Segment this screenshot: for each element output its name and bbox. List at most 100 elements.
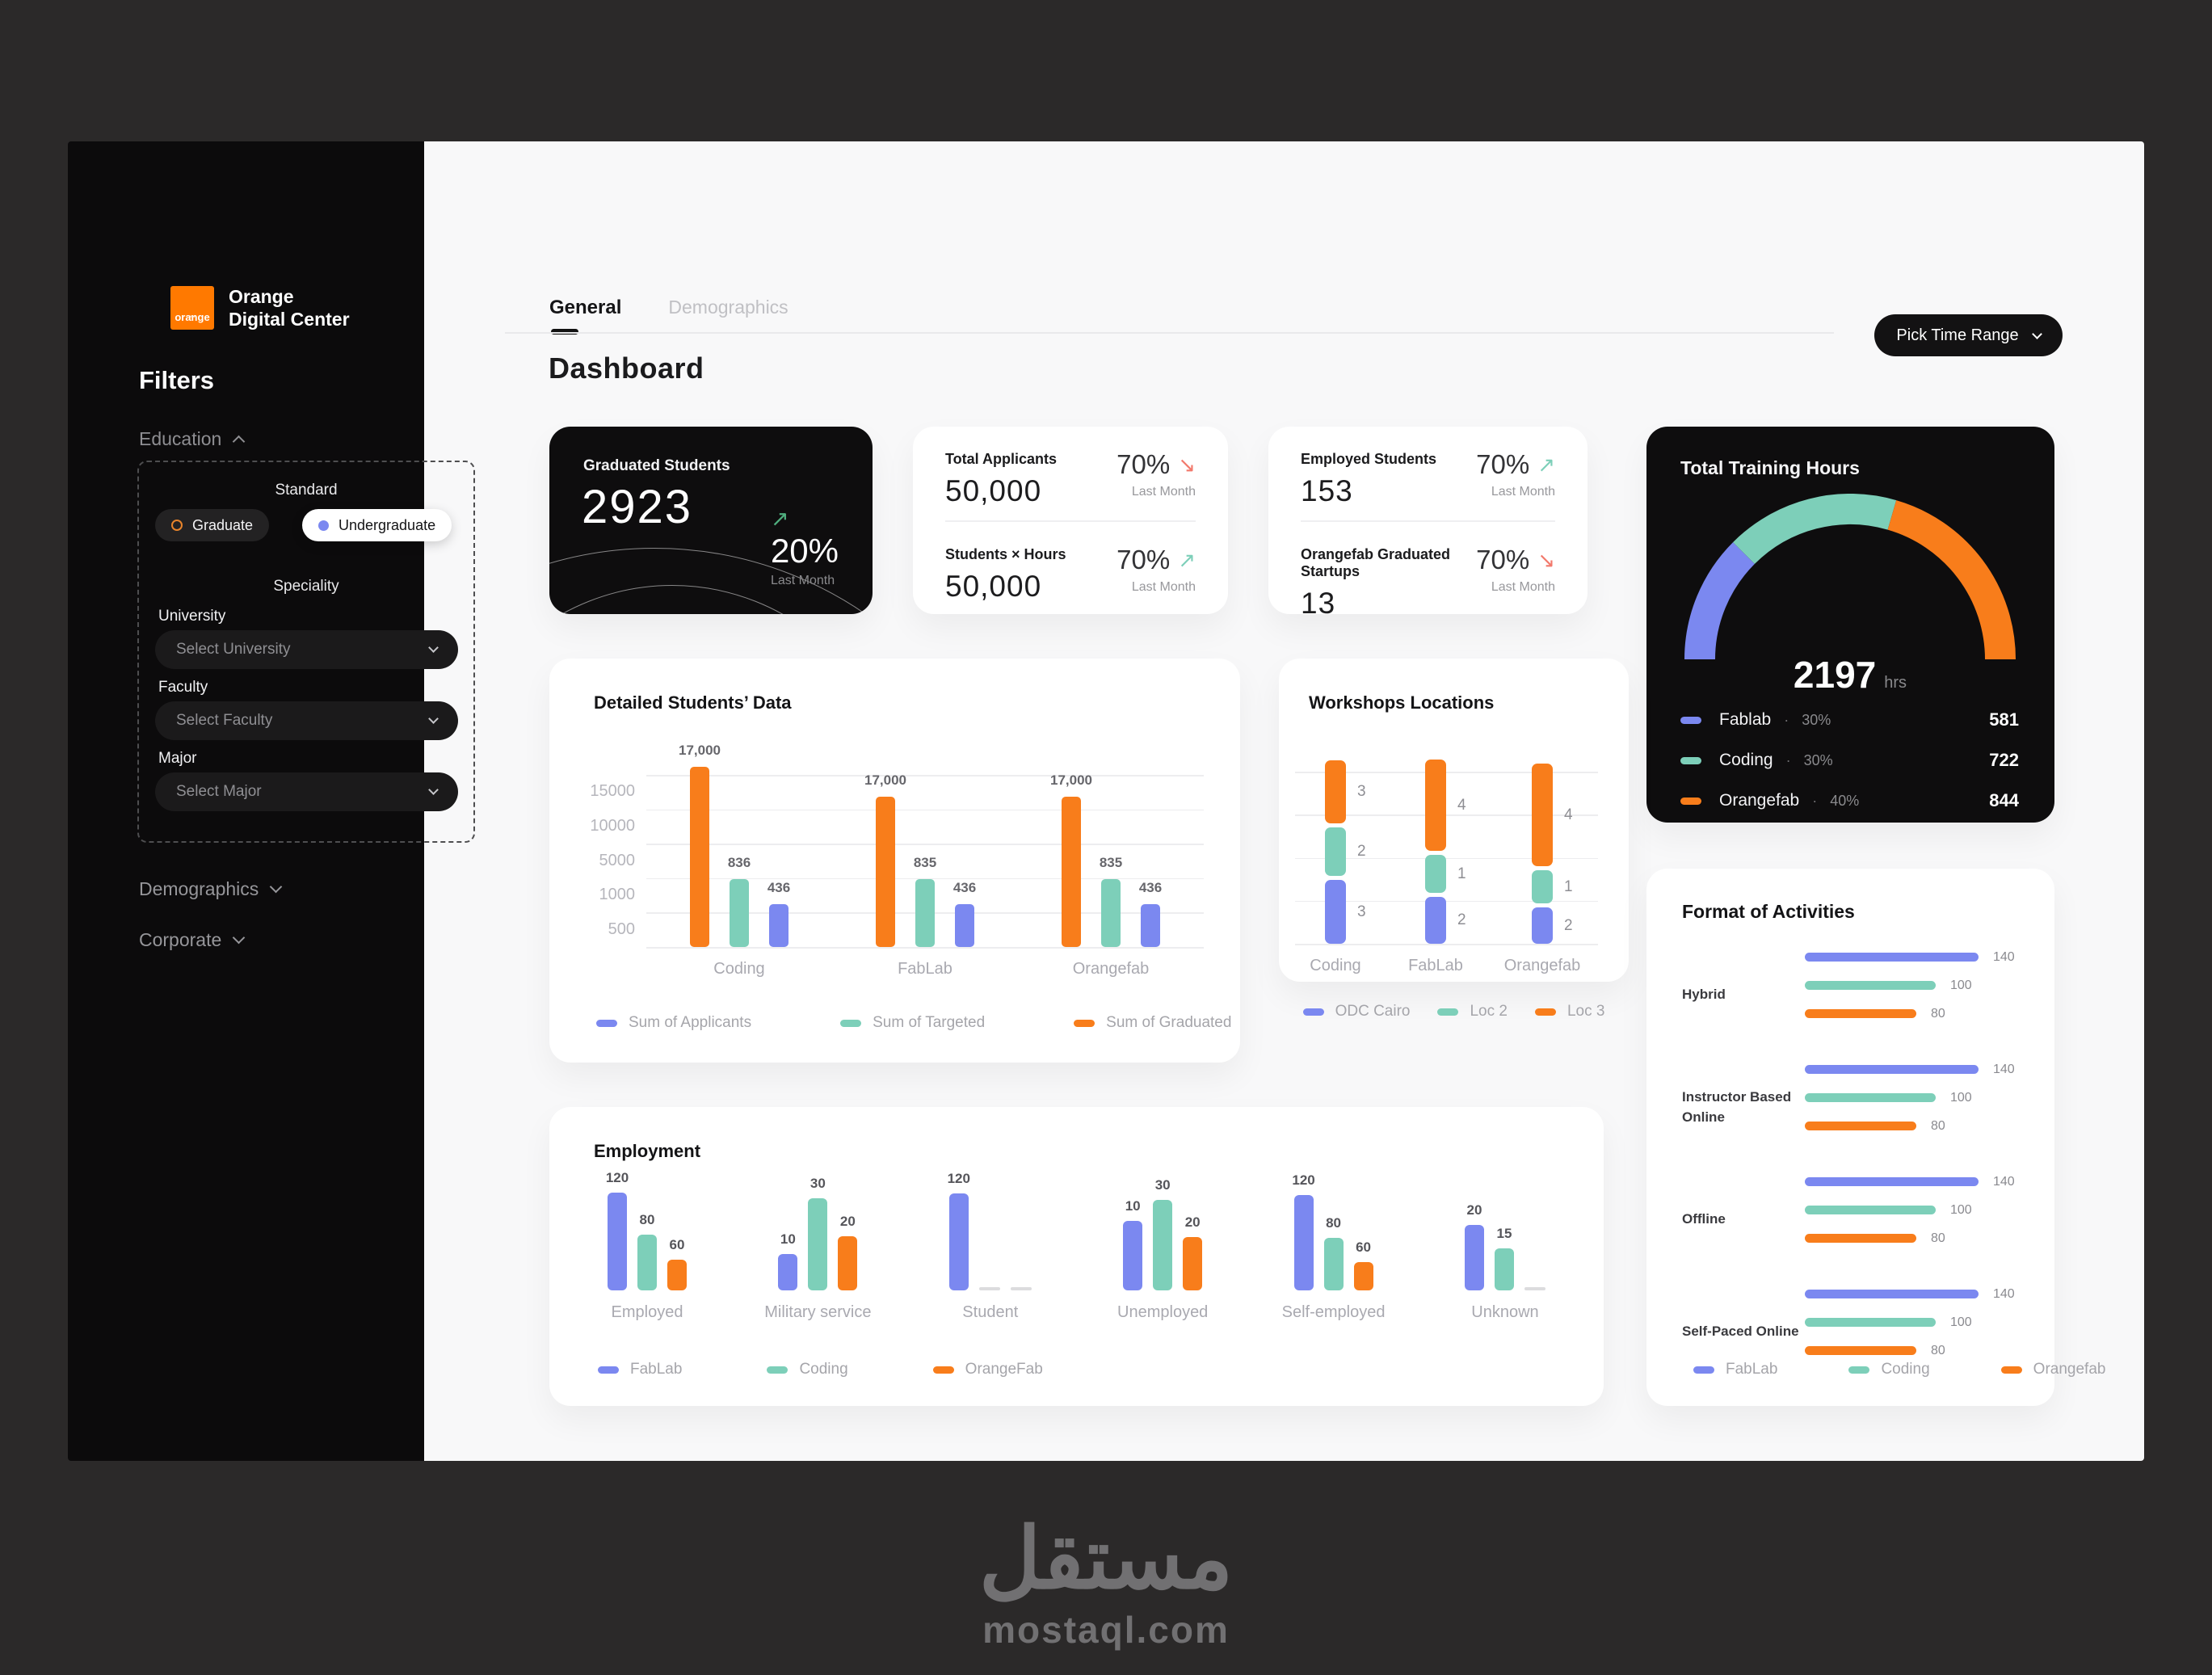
employment-group-unemployed: 10 30 20 Unemployed <box>1117 1177 1208 1321</box>
bar-value-label: 80 <box>639 1212 655 1227</box>
trend-down-icon: ↘ <box>1178 452 1196 477</box>
gridline <box>646 877 1204 880</box>
bar-value-label: 20 <box>1184 1214 1201 1230</box>
legend-item-orangefab[interactable]: OrangeFab <box>932 1361 1043 1378</box>
orangefab-bar-unemployed: 20 <box>1183 1214 1203 1290</box>
workshops-legend: ODC Cairo Loc 2 Loc 3 <box>1279 1003 1629 1021</box>
format-bar-line: 140 <box>1805 1063 2030 1076</box>
workshops-locations-card: Workshops Locations 3 2 3 Coding 2 1 4 FabLab 2 1… <box>1279 659 1629 982</box>
bar-value-label: 60 <box>669 1237 685 1252</box>
stat-value: 50,000 <box>945 474 1042 507</box>
legend-item-sum-of-targeted[interactable]: Sum of Targeted <box>840 1014 985 1032</box>
main-content: General Demographics Pick Time Range Das… <box>424 141 2144 1461</box>
gridline <box>1295 814 1598 816</box>
bar-value-label: 100 <box>1950 1315 1972 1329</box>
legend-label: Coding <box>1719 751 1773 769</box>
orange-logo-icon: orange ™ <box>170 286 214 330</box>
legend-swatch-icon <box>1848 1366 1870 1374</box>
bar-value-label: 140 <box>1993 1286 2015 1301</box>
filter-option-undergraduate[interactable]: Undergraduate <box>302 509 452 541</box>
sidebar: orange ™ Orange Digital Center Filters Ed… <box>68 141 475 1461</box>
training-legend-row-orangefab[interactable]: Orangefab · 40% 844 <box>1680 781 2019 821</box>
pick-time-range-button[interactable]: Pick Time Range <box>1874 314 2063 356</box>
card-title: Format of Activities <box>1682 901 1855 922</box>
sidebar-section-corporate[interactable]: Corporate <box>139 929 246 951</box>
radio-unselected-icon <box>171 520 183 531</box>
employment-card: Employment 120 80 60 Employed 10 30 20 Military… <box>549 1107 1604 1406</box>
legend-item-loc-3[interactable]: Loc 3 <box>1534 1003 1604 1021</box>
fablab-bar-self-employed: 120 <box>1292 1172 1315 1290</box>
segment-value-label: 3 <box>1357 903 1366 920</box>
zero-bar-dash <box>1524 1287 1545 1290</box>
bar-cluster-fablab: 17,000 835 436 <box>864 772 976 947</box>
major-select[interactable]: Select Major <box>155 772 458 811</box>
format-row-offline: Offline 140 100 80 <box>1682 1174 2030 1262</box>
legend-item-fablab[interactable]: FabLab <box>598 1361 682 1378</box>
orangefab-bar-instructor-based-online <box>1805 1122 1916 1130</box>
y-tick-label: 10000 <box>590 816 635 835</box>
bar-value-label: 20 <box>1466 1202 1482 1218</box>
bar-value-label: 17,000 <box>679 743 721 758</box>
legend-item-sum-of-graduated[interactable]: Sum of Graduated <box>1074 1014 1231 1032</box>
employment-group-self-employed: 120 80 60 Self-employed <box>1282 1172 1386 1321</box>
training-legend-row-coding[interactable]: Coding · 30% 722 <box>1680 740 2019 781</box>
x-axis-label-self-employed: Self-employed <box>1281 1303 1386 1321</box>
format-row-label: Offline <box>1682 1211 1726 1227</box>
legend-label: Sum of Graduated <box>1106 1014 1232 1031</box>
loc-2-segment-fablab: 1 <box>1425 855 1466 893</box>
segment-value-label: 2 <box>1457 911 1466 928</box>
format-row-bars: 140 100 80 <box>1805 1286 2030 1374</box>
training-legend-row-fablab[interactable]: Fablab · 30% 581 <box>1680 700 2019 740</box>
stat-delta: 70% <box>1117 449 1171 479</box>
segment-value-label: 1 <box>1564 877 1573 895</box>
legend-item-orangefab[interactable]: Orangefab <box>2000 1361 2105 1378</box>
university-select[interactable]: Select University <box>155 630 458 669</box>
bar-cluster-orangefab: 17,000 835 436 <box>1050 772 1162 947</box>
format-row-label: Self-Paced Online <box>1682 1324 1799 1340</box>
chevron-down-icon <box>233 931 246 945</box>
bar-value-label: 140 <box>1993 1174 2015 1189</box>
trend-up-icon: ↗ <box>1178 547 1196 572</box>
sidebar-section-demographics[interactable]: Demographics <box>139 878 283 900</box>
orangefab-bar-hybrid <box>1805 1009 1916 1018</box>
legend-item-odc-cairo[interactable]: ODC Cairo <box>1302 1003 1411 1021</box>
chevron-down-icon <box>428 642 439 653</box>
legend-item-coding[interactable]: Coding <box>1848 1361 1930 1378</box>
x-axis-label-student: Student <box>962 1303 1019 1321</box>
sidebar-section-education[interactable]: Education <box>139 428 246 450</box>
legend-hours: 844 <box>1989 790 2019 810</box>
zero-bar-dash <box>1010 1287 1032 1290</box>
y-tick-label: 500 <box>608 920 635 938</box>
y-tick-label: 1000 <box>599 886 636 904</box>
coding-bar-offline <box>1805 1206 1936 1214</box>
workshops-locations-chart: 3 2 3 Coding 2 1 4 FabLab 2 1 4 Orangefab <box>1295 760 1598 974</box>
stat-delta: 70% <box>1476 545 1530 574</box>
odc-cairo-segment-coding: 3 <box>1325 880 1366 944</box>
education-filter-panel: Standard Graduate Undergraduate Speciali… <box>137 461 475 843</box>
trend-up-icon: ↗ <box>1537 452 1555 477</box>
trend-up-icon: ↗ <box>770 507 789 531</box>
legend-swatch-icon <box>1680 716 1701 724</box>
legend-swatch-icon <box>1437 1008 1459 1016</box>
legend-item-coding[interactable]: Coding <box>767 1361 848 1378</box>
legend-label: ODC Cairo <box>1335 1003 1411 1020</box>
format-row-bars: 140 100 80 <box>1805 1063 2030 1150</box>
format-bar-line: 80 <box>1805 1007 2030 1021</box>
bar-value-label: 80 <box>1326 1215 1342 1231</box>
legend-item-loc-2[interactable]: Loc 2 <box>1437 1003 1508 1021</box>
faculty-select[interactable]: Select Faculty <box>155 701 458 740</box>
loc-2-segment-coding: 2 <box>1325 827 1366 876</box>
tab-general[interactable]: General <box>549 297 622 335</box>
legend-item-sum-of-applicants[interactable]: Sum of Applicants <box>596 1014 751 1032</box>
legend-swatch-icon <box>840 1019 862 1027</box>
gridline <box>646 844 1204 845</box>
x-axis-label-fablab: FabLab <box>898 960 953 978</box>
filter-option-graduate[interactable]: Graduate <box>155 509 270 541</box>
university-label: University <box>158 608 226 625</box>
legend-item-fablab[interactable]: FabLab <box>1693 1361 1777 1378</box>
fablab-bar-employed: 120 <box>606 1170 629 1290</box>
legend-swatch-icon <box>2000 1366 2022 1374</box>
tab-demographics[interactable]: Demographics <box>668 297 788 318</box>
odc-cairo-segment-orangefab: 2 <box>1532 907 1573 944</box>
stat-period: Last Month <box>1131 485 1196 499</box>
